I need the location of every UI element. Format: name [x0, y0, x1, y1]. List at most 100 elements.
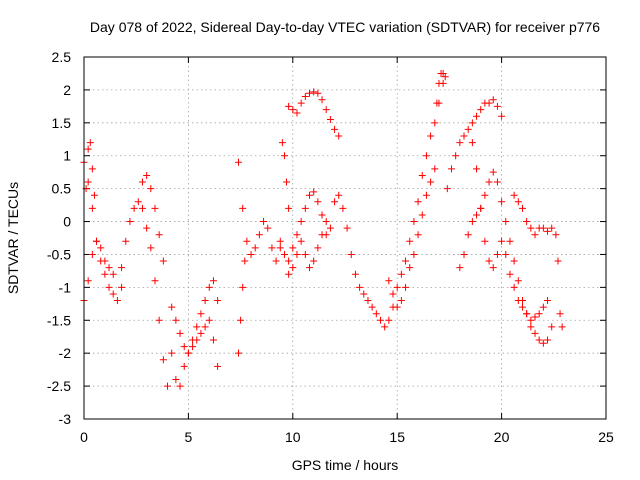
data-points — [80, 69, 566, 390]
data-point — [418, 211, 426, 219]
data-point — [180, 362, 188, 370]
data-point — [456, 139, 464, 147]
data-point — [389, 290, 397, 298]
data-point — [427, 178, 435, 186]
data-point — [447, 165, 455, 173]
data-point — [554, 257, 562, 265]
x-tick-label: 0 — [80, 429, 88, 445]
data-point — [331, 198, 339, 206]
data-point — [293, 109, 301, 117]
y-tick-label: 0 — [63, 214, 71, 230]
series-arc-4 — [118, 198, 172, 390]
data-point — [558, 323, 566, 331]
data-point — [335, 132, 343, 140]
data-point — [468, 119, 476, 127]
data-point — [184, 349, 192, 357]
series-arc-21 — [510, 191, 556, 239]
data-point — [314, 244, 322, 252]
data-point — [264, 224, 272, 232]
data-point — [118, 283, 126, 291]
data-point — [456, 264, 464, 272]
data-point — [193, 323, 201, 331]
data-point — [418, 171, 426, 179]
data-point — [84, 277, 92, 285]
data-point — [297, 218, 305, 226]
data-point — [201, 297, 209, 305]
data-point — [197, 310, 205, 318]
data-point — [88, 165, 96, 173]
series-arc-14 — [339, 204, 389, 331]
data-point — [176, 329, 184, 337]
y-tick-label: 2.5 — [52, 49, 72, 65]
x-tick-label: 10 — [285, 429, 301, 445]
x-tick-label: 5 — [185, 429, 193, 445]
series-arc-18 — [443, 96, 506, 193]
data-point — [306, 191, 314, 199]
data-point — [331, 125, 339, 133]
x-tick-label: 15 — [389, 429, 405, 445]
data-point — [90, 191, 98, 199]
series-arc-10 — [276, 188, 343, 265]
data-point — [531, 329, 539, 337]
data-point — [360, 290, 368, 298]
data-point — [368, 303, 376, 311]
data-point — [514, 277, 522, 285]
data-point — [235, 158, 243, 166]
data-point — [481, 191, 489, 199]
data-point — [464, 125, 472, 133]
series-arc-12 — [285, 88, 343, 140]
data-point — [84, 145, 92, 153]
data-point — [422, 191, 430, 199]
data-point — [126, 218, 134, 226]
data-point — [118, 264, 126, 272]
data-point — [523, 310, 531, 318]
series-arc-13 — [285, 218, 330, 278]
series-arc-15 — [385, 79, 447, 324]
x-axis-title: GPS time / hours — [292, 457, 399, 473]
data-point — [88, 250, 96, 258]
data-point — [527, 224, 535, 232]
data-point — [243, 237, 251, 245]
data-point — [477, 204, 485, 212]
y-tick-label: 1 — [63, 148, 71, 164]
data-point — [318, 231, 326, 239]
data-point — [435, 79, 443, 87]
data-point — [335, 191, 343, 199]
data-point — [544, 227, 552, 235]
data-point — [523, 218, 531, 226]
data-point — [414, 198, 422, 206]
data-point — [544, 297, 552, 305]
data-point — [406, 237, 414, 245]
data-point — [510, 283, 518, 291]
data-point — [314, 198, 322, 206]
data-point — [527, 316, 535, 324]
data-point — [514, 198, 522, 206]
x-tick-label: 25 — [598, 429, 614, 445]
data-point — [260, 218, 268, 226]
data-point — [506, 270, 514, 278]
y-tick-label: -1.5 — [47, 312, 71, 328]
data-point — [464, 231, 472, 239]
data-point — [205, 283, 213, 291]
data-point — [278, 139, 286, 147]
data-point — [159, 356, 167, 364]
data-point — [402, 257, 410, 265]
data-point — [326, 224, 334, 232]
data-point — [498, 198, 506, 206]
data-point — [255, 231, 263, 239]
y-tick-label: -3 — [59, 411, 72, 427]
data-point — [180, 343, 188, 351]
y-tick-label: -2 — [59, 345, 72, 361]
data-point — [168, 303, 176, 311]
data-point — [297, 99, 305, 107]
y-tick-label: 0.5 — [52, 181, 72, 197]
data-point — [318, 96, 326, 104]
data-point — [101, 270, 109, 278]
data-point — [498, 237, 506, 245]
data-point — [539, 303, 547, 311]
data-point — [452, 152, 460, 160]
y-tick-label: 1.5 — [52, 115, 72, 131]
data-point — [518, 303, 526, 311]
data-point — [414, 231, 422, 239]
